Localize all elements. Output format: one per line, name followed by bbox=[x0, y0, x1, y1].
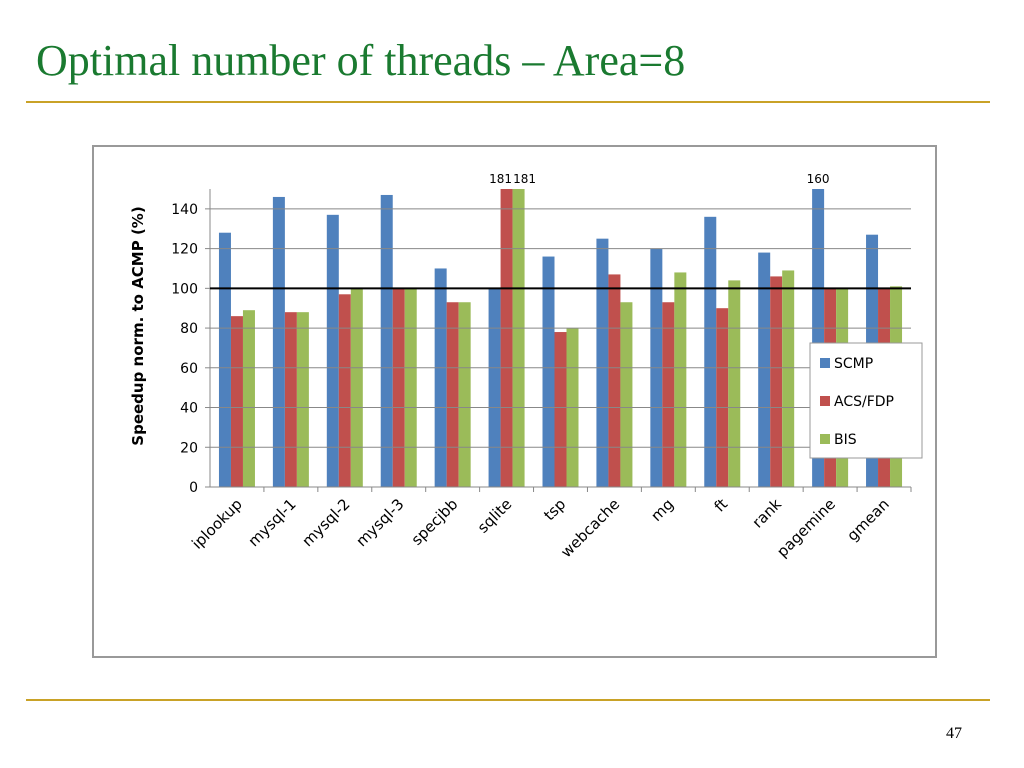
bar bbox=[338, 294, 351, 487]
bar bbox=[242, 310, 255, 487]
bar bbox=[350, 288, 363, 487]
bar bbox=[782, 270, 795, 487]
bar bbox=[392, 288, 405, 487]
legend-swatch bbox=[820, 396, 830, 406]
bar bbox=[704, 216, 717, 487]
legend-label: ACS/FDP bbox=[834, 394, 894, 410]
bar bbox=[404, 288, 417, 487]
bar bbox=[446, 302, 459, 487]
bar bbox=[728, 280, 741, 487]
value-label: 160 bbox=[807, 172, 830, 186]
bar bbox=[326, 214, 339, 487]
bar bbox=[284, 312, 297, 487]
value-label: 181 bbox=[513, 172, 536, 186]
value-label: 181 bbox=[489, 172, 512, 186]
bar bbox=[488, 288, 501, 487]
bar bbox=[272, 196, 285, 488]
bar bbox=[608, 274, 621, 487]
page-number: 47 bbox=[946, 725, 962, 742]
bar bbox=[554, 332, 567, 487]
bar bbox=[716, 308, 729, 487]
y-tick-label: 120 bbox=[171, 242, 198, 258]
bar bbox=[542, 256, 555, 487]
y-tick-label: 100 bbox=[171, 281, 198, 297]
bar bbox=[662, 302, 675, 487]
bar bbox=[296, 312, 309, 487]
bar bbox=[458, 302, 471, 487]
legend-swatch bbox=[820, 358, 830, 368]
bar bbox=[770, 276, 783, 487]
bar bbox=[218, 232, 231, 487]
slide-title: Optimal number of threads – Area=8 bbox=[36, 36, 685, 85]
y-tick-label: 80 bbox=[180, 321, 198, 337]
y-tick-label: 140 bbox=[171, 202, 198, 218]
y-tick-label: 20 bbox=[180, 440, 198, 456]
bar bbox=[620, 302, 633, 487]
bar bbox=[434, 268, 447, 487]
bar bbox=[380, 194, 393, 487]
bar bbox=[596, 238, 609, 487]
bar bbox=[500, 189, 513, 487]
legend-label: BIS bbox=[834, 432, 857, 448]
y-tick-label: 60 bbox=[180, 361, 198, 377]
legend-swatch bbox=[820, 434, 830, 444]
bar bbox=[230, 316, 243, 487]
y-tick-label: 40 bbox=[180, 401, 198, 417]
y-axis-label: Speedup norm. to ACMP (%) bbox=[129, 206, 147, 445]
y-tick-label: 0 bbox=[189, 480, 198, 496]
bar bbox=[512, 189, 525, 487]
bar bbox=[758, 252, 771, 487]
legend-label: SCMP bbox=[834, 356, 873, 372]
bar bbox=[674, 272, 687, 487]
